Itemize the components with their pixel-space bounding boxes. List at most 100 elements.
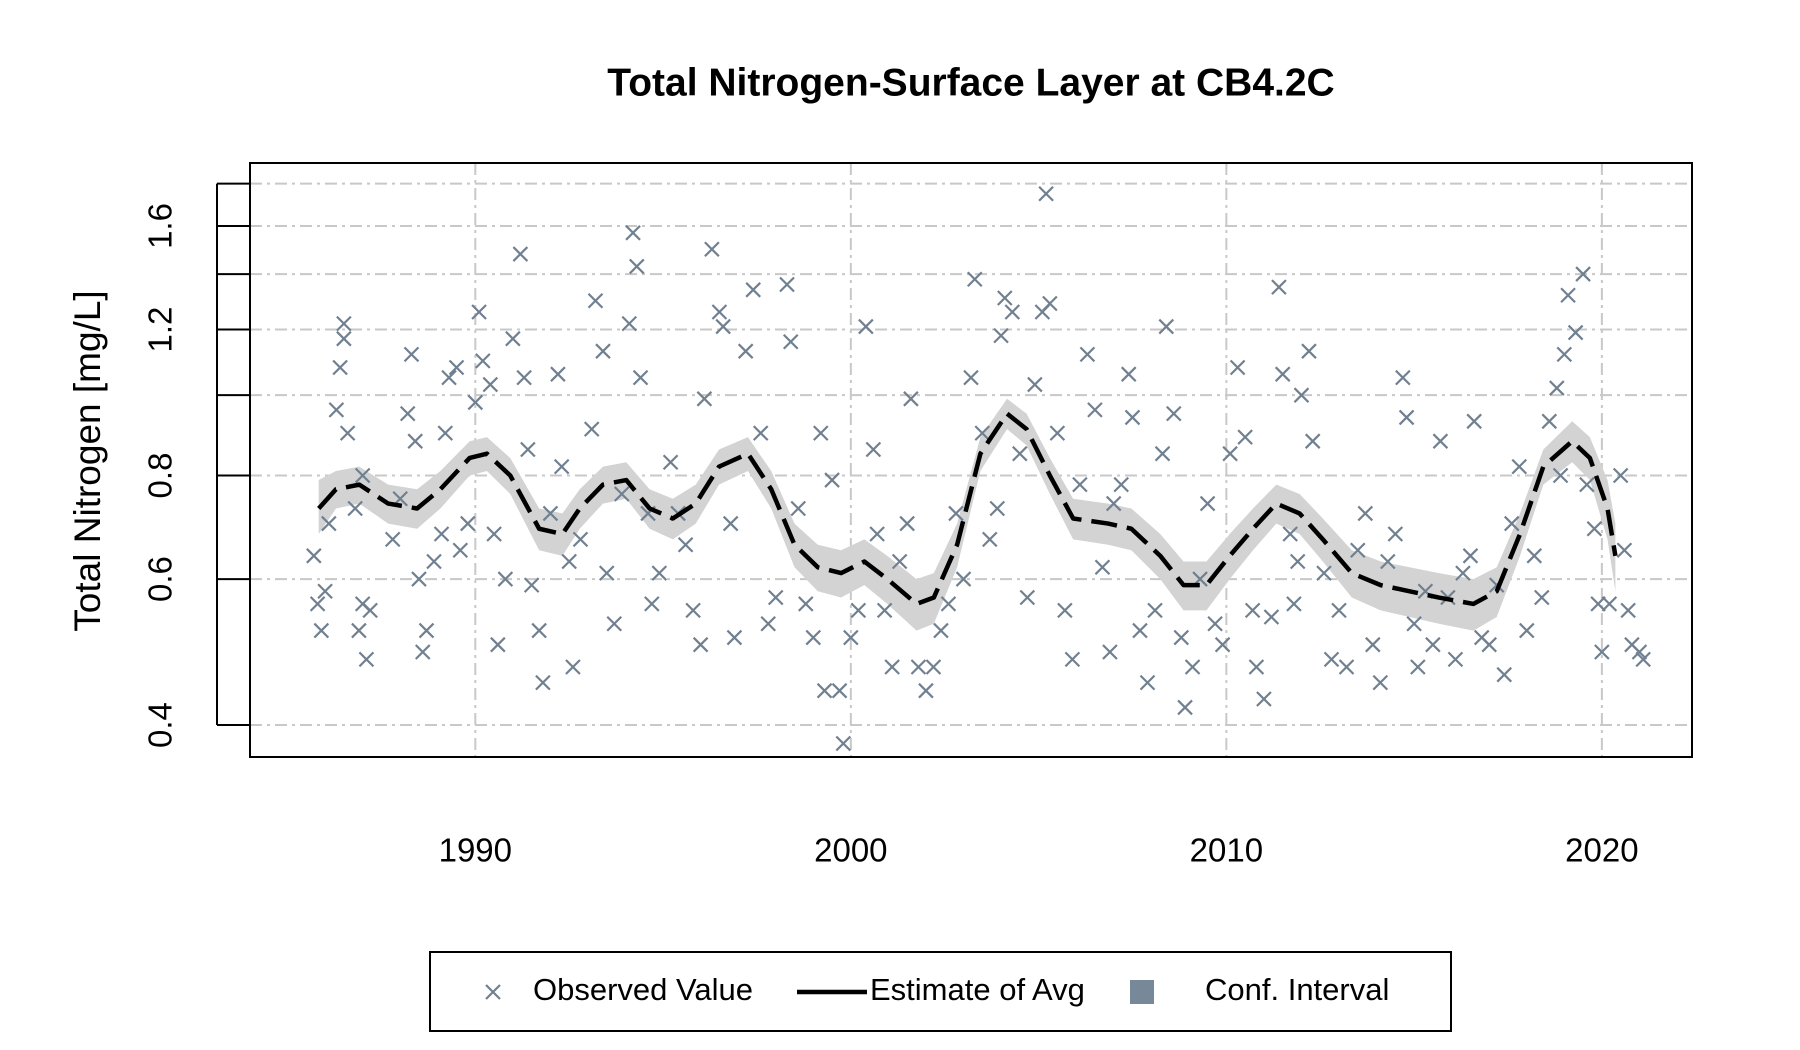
cross-stroke bbox=[1398, 409, 1415, 426]
cross-stroke bbox=[448, 359, 465, 376]
observed-point bbox=[321, 515, 337, 532]
cross-stroke bbox=[677, 536, 694, 553]
cross-stroke bbox=[1049, 425, 1066, 441]
observed-point bbox=[1635, 651, 1651, 668]
observed-point bbox=[1518, 622, 1535, 639]
observed-point bbox=[309, 596, 326, 612]
observed-point bbox=[332, 359, 348, 376]
x-tick-label: 2020 bbox=[1565, 832, 1638, 869]
cross-stroke bbox=[692, 636, 709, 653]
observed-point bbox=[1380, 553, 1396, 570]
observed-point bbox=[1398, 409, 1415, 426]
observed-point bbox=[1124, 409, 1141, 426]
observed-point bbox=[966, 271, 983, 288]
observed-point bbox=[1552, 467, 1569, 484]
observed-point bbox=[715, 318, 731, 335]
cross-stroke bbox=[399, 405, 416, 422]
cross-stroke bbox=[358, 651, 375, 668]
observed-point bbox=[351, 622, 367, 639]
cross-stroke bbox=[1042, 295, 1058, 312]
cross-stroke bbox=[767, 589, 784, 606]
observed-point bbox=[1289, 553, 1306, 570]
observed-point bbox=[876, 602, 893, 619]
cross-stroke bbox=[726, 629, 743, 646]
observed-point bbox=[632, 369, 649, 386]
cross-stroke bbox=[362, 602, 378, 619]
cross-stroke bbox=[1455, 565, 1471, 581]
observed-point bbox=[1601, 596, 1618, 612]
cross-stroke bbox=[1094, 559, 1111, 576]
y-axis-label: Total Nitrogen [mg/L] bbox=[67, 290, 108, 631]
cross-stroke bbox=[1177, 699, 1193, 716]
observed-point bbox=[1282, 526, 1298, 542]
cross-stroke bbox=[1274, 366, 1291, 382]
cross-stroke bbox=[1293, 387, 1310, 403]
cross-stroke bbox=[1222, 445, 1238, 462]
cross-stroke bbox=[317, 583, 333, 600]
observed-point bbox=[989, 500, 1006, 517]
cross-stroke bbox=[313, 622, 330, 639]
observed-point bbox=[1590, 596, 1606, 612]
cross-stroke bbox=[467, 394, 484, 411]
cross-stroke bbox=[572, 531, 589, 548]
cross-stroke bbox=[1158, 318, 1175, 335]
observed-point bbox=[520, 441, 536, 458]
cross-stroke bbox=[1263, 609, 1280, 625]
observed-point bbox=[1567, 324, 1584, 341]
observed-point bbox=[471, 304, 487, 320]
observed-point bbox=[1222, 445, 1238, 462]
cross-stroke bbox=[1432, 433, 1449, 449]
cross-stroke bbox=[471, 304, 487, 320]
observed-point bbox=[384, 531, 401, 548]
cross-stroke bbox=[1331, 602, 1347, 619]
observed-point bbox=[1113, 476, 1129, 493]
observed-point bbox=[981, 531, 998, 548]
cross-stroke bbox=[1616, 542, 1633, 559]
cross-stroke bbox=[632, 369, 649, 386]
observed-point bbox=[1357, 505, 1374, 522]
cross-stroke bbox=[805, 629, 822, 646]
cross-stroke bbox=[505, 330, 521, 347]
cross-stroke bbox=[1338, 659, 1355, 675]
observed-point bbox=[621, 315, 638, 332]
observed-point bbox=[1064, 651, 1081, 668]
observed-point bbox=[1304, 433, 1321, 449]
cross-stroke bbox=[306, 548, 322, 564]
cross-stroke bbox=[835, 735, 852, 752]
cross-stroke bbox=[876, 602, 893, 619]
observed-point bbox=[561, 553, 577, 570]
cross-stroke bbox=[843, 629, 859, 646]
cross-stroke bbox=[760, 615, 776, 632]
observed-point bbox=[1229, 359, 1246, 376]
y-tick-label: 0.6 bbox=[142, 556, 179, 602]
observed-point bbox=[362, 602, 378, 619]
cross-stroke bbox=[1199, 495, 1216, 512]
cross-stroke bbox=[899, 515, 915, 532]
legend-label: Observed Value bbox=[533, 972, 753, 1007]
observed-point bbox=[1256, 691, 1272, 707]
cross-stroke bbox=[321, 515, 337, 532]
observed-point bbox=[467, 394, 484, 411]
observed-point bbox=[512, 246, 529, 262]
cross-stroke bbox=[1105, 495, 1122, 512]
cross-stroke bbox=[1207, 615, 1223, 632]
observed-point bbox=[358, 651, 375, 668]
cross-stroke bbox=[309, 596, 326, 612]
cross-stroke bbox=[1289, 553, 1306, 570]
cross-stroke bbox=[1365, 636, 1381, 653]
cross-stroke bbox=[542, 505, 559, 522]
cross-stroke bbox=[1496, 666, 1513, 683]
cross-stroke bbox=[441, 369, 457, 386]
cross-stroke bbox=[981, 531, 998, 548]
cross-stroke bbox=[460, 515, 476, 532]
cross-stroke bbox=[790, 500, 807, 517]
x-tick-label: 2000 bbox=[814, 832, 887, 869]
observed-point bbox=[629, 258, 645, 275]
cross-stroke bbox=[1248, 659, 1265, 675]
cross-stroke bbox=[347, 500, 363, 517]
observed-point bbox=[1365, 636, 1381, 653]
cross-stroke bbox=[433, 526, 450, 542]
observed-point bbox=[1594, 644, 1610, 660]
observed-point bbox=[1184, 659, 1201, 675]
observed-point bbox=[490, 636, 506, 653]
